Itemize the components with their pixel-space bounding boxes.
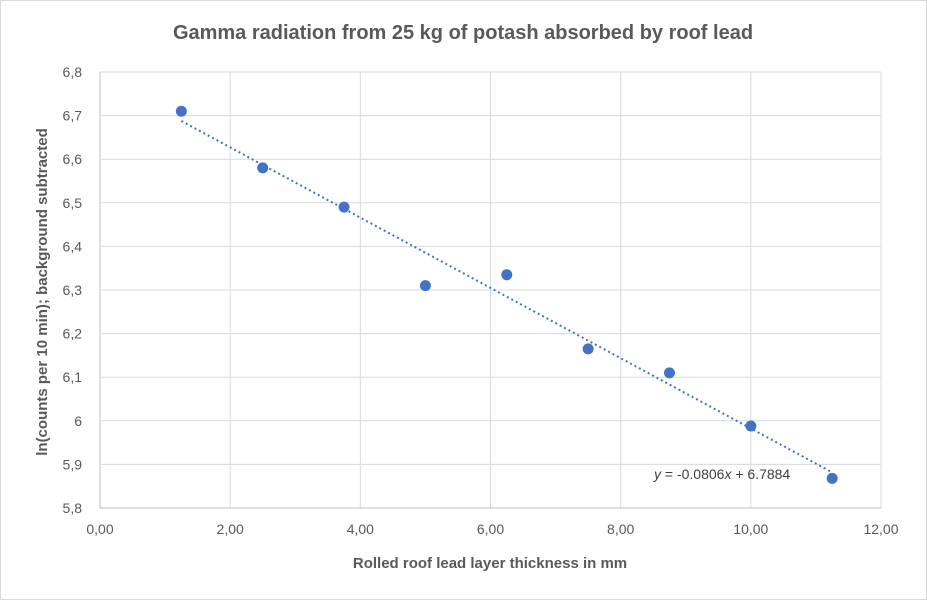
data-point: [175, 105, 187, 117]
data-point: [257, 162, 269, 174]
y-tick-label: 6,6: [63, 151, 83, 167]
x-tick-label: 12,00: [863, 521, 898, 537]
trendline-equation: y = -0.0806x + 6.7884: [653, 466, 790, 482]
y-tick-label: 6,4: [63, 238, 83, 254]
x-tick-label: 2,00: [217, 521, 244, 537]
linear-trendline: [180, 120, 833, 474]
y-tick-label: 6,5: [63, 195, 83, 211]
y-tick-label: 6,7: [63, 108, 83, 124]
data-point: [582, 343, 594, 355]
gridlines: [99, 71, 882, 509]
data-point: [338, 201, 350, 213]
trendline-group: [180, 120, 833, 474]
data-point: [663, 367, 675, 379]
data-points: [175, 105, 838, 484]
x-tick-label: 0,00: [86, 521, 113, 537]
data-point: [826, 472, 838, 484]
data-point: [745, 420, 757, 432]
y-tick-label: 6,2: [63, 326, 83, 342]
x-tick-label: 10,00: [733, 521, 768, 537]
x-axis-title: Rolled roof lead layer thickness in mm: [353, 555, 627, 572]
y-tick-label: 6,3: [63, 282, 83, 298]
y-axis-title: ln(counts per 10 min); background subtra…: [34, 128, 51, 456]
y-tick-label: 6: [74, 413, 82, 429]
y-tick-label: 5,8: [63, 500, 83, 516]
data-point: [419, 280, 431, 292]
chart-title: Gamma radiation from 25 kg of potash abs…: [173, 22, 753, 44]
y-tick-label: 6,8: [63, 64, 83, 80]
tick-labels: 0,00 2,00 4,00 6,00 8,00 10,00 12,00 5,8 5,9 6 6,1…: [63, 64, 899, 537]
y-tick-label: 5,9: [63, 456, 83, 472]
x-tick-label: 6,00: [477, 521, 504, 537]
x-tick-label: 4,00: [347, 521, 374, 537]
y-tick-label: 6,1: [63, 369, 83, 385]
data-point: [501, 269, 513, 281]
x-tick-label: 8,00: [607, 521, 634, 537]
